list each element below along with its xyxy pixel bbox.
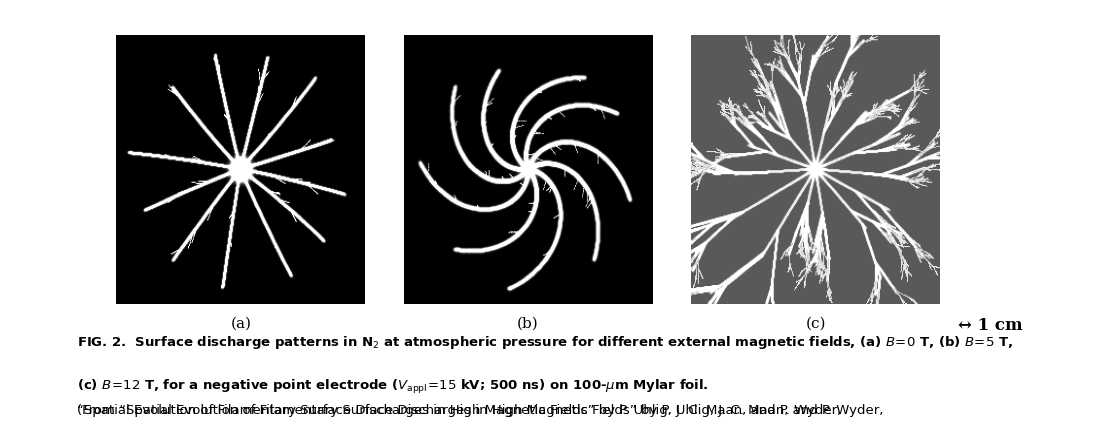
Text: (c): (c) [806,317,826,331]
Text: (From “Spatial Evolution of Filamentary Surface Discharges in High Magnetic Fiel: (From “Spatial Evolution of Filamentary … [77,404,884,417]
Text: “Spatial Evolution of Filamentary Surface Discharges in High Magnetic Fields” by: “Spatial Evolution of Filamentary Surfac… [77,404,842,417]
Text: (b): (b) [517,317,539,331]
Text: (c) $B\!=\!12$ T, for a negative point electrode ($V_{\rm appl}\!=\!15$ kV; 500 : (c) $B\!=\!12$ T, for a negative point e… [77,378,709,395]
Text: ↔ 1 cm: ↔ 1 cm [958,317,1022,334]
Text: FIG. 2.  Surface discharge patterns in N$_2$ at atmospheric pressure for differe: FIG. 2. Surface discharge patterns in N$… [77,334,1013,351]
Text: (a): (a) [231,317,251,331]
